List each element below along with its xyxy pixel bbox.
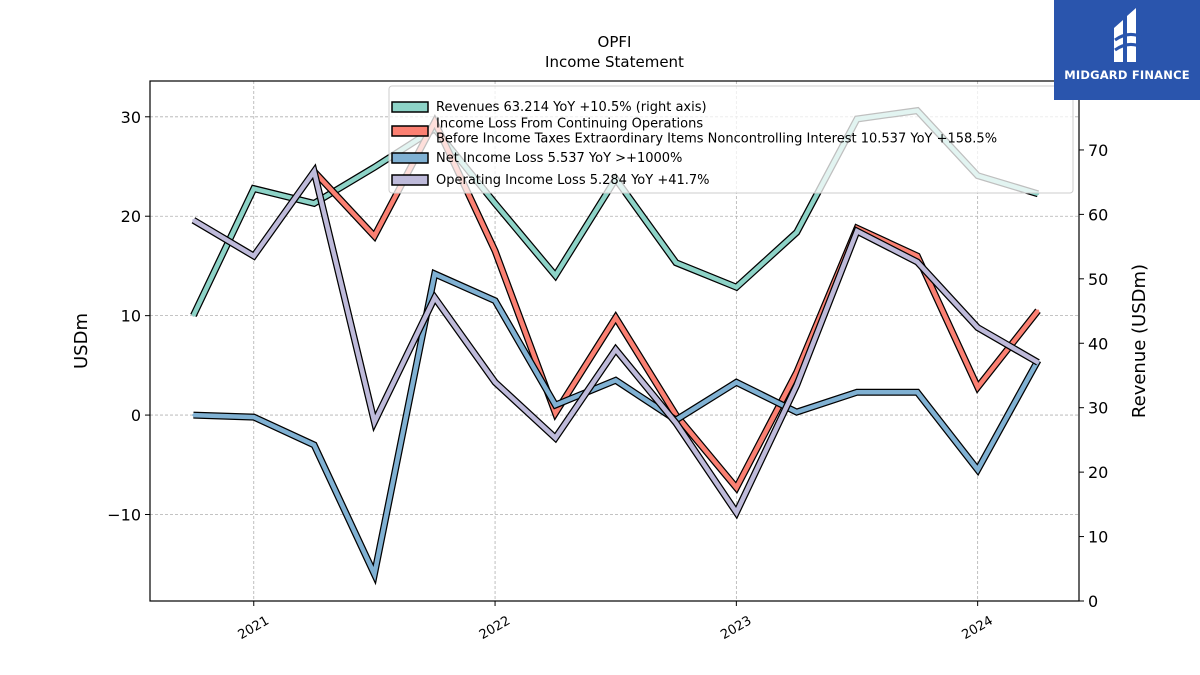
data-point [373,420,376,424]
data-point [795,371,798,374]
chart-title: OPFI [598,33,632,51]
data-point [1036,361,1040,364]
data-point [373,234,376,238]
data-point [795,231,798,234]
data-point [192,413,195,417]
data-point [493,381,497,384]
data-point [735,486,738,489]
y-right-tick-label: 20 [1088,463,1108,482]
brand-name: MIDGARD FINANCE [1064,68,1190,82]
data-point [373,166,376,169]
right-axis: 0 10 20 30 40 50 60 70 [1079,141,1108,611]
y-right-tick-label: 10 [1088,528,1108,547]
x-tick-label: 2024 [959,613,995,643]
legend: Revenues 63.214 YoY +10.5% (right axis) I… [388,85,1074,194]
legend-swatch [391,101,429,113]
data-point [493,202,497,205]
data-point [795,410,798,414]
y-right-tick-label: 30 [1088,399,1108,418]
legend-swatch [391,125,429,137]
data-point [433,296,436,299]
y-tick-label: 30 [121,108,141,127]
data-point [554,436,557,440]
data-point [735,285,738,289]
chart-subtitle: Income Statement [545,53,684,71]
data-point [433,272,436,276]
data-point [312,443,316,447]
data-point [976,326,979,329]
legend-label: Before Income Taxes Extraordinary Items … [436,132,997,147]
y-right-tick-label: 40 [1088,334,1108,353]
y-tick-label: −10 [107,505,141,524]
data-point [252,415,255,419]
data-point [312,202,316,205]
y-axis-label: USDm [71,313,92,369]
legend-box [388,85,1074,194]
y-right-tick-label: 70 [1088,141,1108,160]
data-point [554,274,557,277]
x-tick-label: 2023 [718,613,754,643]
data-point [916,260,919,264]
data-point [554,403,557,407]
data-point [976,386,979,389]
data-point [614,379,617,382]
data-point [1036,309,1040,312]
data-point [312,170,316,173]
data-point [252,254,255,258]
data-point [614,316,617,319]
y-axis-right-label: Revenue (USDm) [1129,264,1150,418]
legend-label: Operating Income Loss 5.284 YoY +41.7% [436,173,710,188]
data-point [735,381,738,384]
data-point [192,218,195,222]
brand-logo: MIDGARD FINANCE [1054,0,1200,100]
legend-label: Revenues 63.214 YoY +10.5% (right axis) [436,100,707,115]
data-point [674,421,678,425]
y-tick-label: 10 [121,307,141,326]
series-3 [191,163,1040,520]
data-point [252,187,255,190]
y-right-tick-label: 0 [1088,592,1098,611]
legend-swatch [391,174,429,186]
y-right-tick-label: 60 [1088,205,1108,224]
data-point [855,391,859,394]
data-point [614,348,617,351]
data-point [916,254,919,258]
y-tick-label: 0 [131,406,141,425]
data-point [192,314,195,317]
midgard-logo-icon [1114,8,1145,62]
data-point [795,384,798,387]
x-axis: 2021 2022 2023 2024 [236,601,996,643]
y-tick-label: 20 [121,207,141,226]
data-point [855,229,859,233]
data-point [493,299,497,302]
data-point [735,511,738,514]
data-point [373,572,376,576]
legend-label: Net Income Loss 5.537 YoY >+1000% [436,151,682,166]
x-tick-label: 2022 [477,613,513,643]
legend-label: Income Loss From Continuing Operations [436,117,703,132]
legend-swatch [391,152,429,164]
plot-frame [149,80,1080,602]
left-axis: −10 0 10 20 30 [107,108,150,524]
data-point [493,249,497,253]
data-point [674,261,678,264]
data-point [554,411,557,415]
data-point [976,468,979,471]
x-tick-label: 2021 [236,613,272,643]
y-right-tick-label: 50 [1088,270,1108,289]
data-point [916,391,919,394]
